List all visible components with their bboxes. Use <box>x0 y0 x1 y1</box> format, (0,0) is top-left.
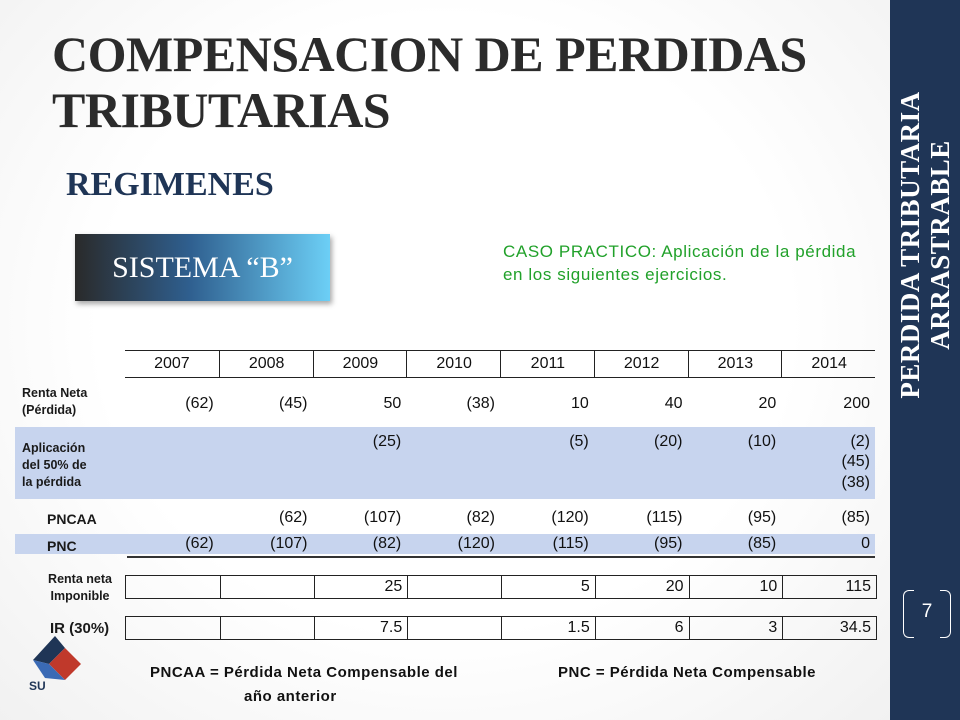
label-renta-imponible-line2: Imponible <box>50 589 110 603</box>
footnote-pncaa-line2: año anterior <box>244 688 337 705</box>
cell-renta-neta-2012: 40 <box>664 395 683 412</box>
year-header-2011: 2011 <box>500 351 595 377</box>
bracket-left <box>903 590 914 638</box>
footnote-pncaa-line1: PNCAA = Pérdida Neta Compensable del <box>150 664 458 681</box>
slide-background <box>0 0 890 720</box>
label-pncaa: PNCAA <box>47 511 97 527</box>
box-divider <box>407 576 409 598</box>
pnc-band <box>15 534 875 554</box>
cell-pncaa-2012: (115) <box>646 509 683 526</box>
cell-renta-imponible-2011: 5 <box>580 578 590 595</box>
bracket-right <box>940 590 951 638</box>
label-aplicacion: Aplicación del 50% de la pérdida <box>22 440 87 491</box>
box-divider <box>501 617 502 639</box>
label-renta-imponible: Renta neta Imponible <box>40 571 120 605</box>
cell-pncaa-2010: (82) <box>466 509 495 526</box>
year-header-2010: 2010 <box>406 351 501 377</box>
cell-renta-imponible-2013: 10 <box>759 578 778 595</box>
cell-pncaa-2013: (95) <box>747 509 777 526</box>
cell-pnc-2007: (62) <box>185 535 214 552</box>
cell-ir-2011: 1.5 <box>567 619 590 636</box>
cell-aplicacion-2013: (10) <box>747 433 777 450</box>
box-divider <box>313 576 315 598</box>
box-divider <box>219 617 221 639</box>
cell-aplicacion-2011: (5) <box>569 433 589 450</box>
aplicacion-band <box>15 427 875 499</box>
cell-pnc-2010: (120) <box>457 535 495 552</box>
sidebar <box>890 0 960 720</box>
cell-ir-2013: 3 <box>768 619 778 636</box>
year-header-2009: 2009 <box>312 351 408 377</box>
box-divider <box>501 576 502 598</box>
page-number: 7 <box>921 601 933 622</box>
box-divider <box>313 617 315 639</box>
cell-renta-imponible-2012: 20 <box>665 578 684 595</box>
cell-renta-neta-2011: 10 <box>570 395 589 412</box>
cell-pnc-2012: (95) <box>654 535 683 552</box>
cell-renta-neta-2009: 50 <box>383 395 402 412</box>
box-divider <box>782 617 784 639</box>
box-divider <box>407 617 409 639</box>
year-header-2013: 2013 <box>687 351 783 377</box>
sidebar-title: PERDIDA TRIBUTARIA ARRASTRABLE <box>895 91 955 398</box>
cell-aplicacion-2012: (20) <box>654 433 683 450</box>
pnc-divider <box>127 556 875 558</box>
year-header-2007: 2007 <box>154 355 190 372</box>
label-renta-neta-line2: (Pérdida) <box>22 403 77 417</box>
cell-renta-neta-2008: (45) <box>279 395 308 412</box>
sidebar-title-line1: PERDIDA TRIBUTARIA <box>895 91 925 399</box>
year-header-row: 2007 2008 2009 2010 2011 2012 2013 2014 <box>125 350 875 378</box>
cell-pnc-2013: (85) <box>747 535 777 552</box>
cell-ir-2014: 34.5 <box>839 619 871 636</box>
page-number-box: 7 <box>903 590 951 638</box>
slide-subtitle: REGIMENES <box>66 166 274 203</box>
label-aplicacion-line2: del 50% de <box>22 458 87 472</box>
box-divider <box>594 617 596 639</box>
label-aplicacion-line3: la pérdida <box>22 475 82 489</box>
label-aplicacion-line1: Aplicación <box>22 441 86 455</box>
cell-ir-2012: 6 <box>674 619 684 636</box>
cell-renta-neta-2010: (38) <box>466 395 495 412</box>
cell-pnc-2008: (107) <box>270 535 308 552</box>
year-header-2012: 2012 <box>593 351 689 377</box>
caso-practico-text: CASO PRACTICO: Aplicación de la pérdida … <box>503 242 857 284</box>
cell-pnc-2014: 0 <box>861 535 870 552</box>
cell-renta-imponible-2014: 115 <box>845 578 871 595</box>
cell-pncaa-2011: (120) <box>551 509 589 526</box>
box-divider <box>219 576 221 598</box>
box-divider <box>688 617 690 639</box>
label-renta-neta: Renta Neta (Pérdida) <box>22 385 87 419</box>
box-divider <box>688 576 690 598</box>
cell-pncaa-2009: (107) <box>363 509 402 526</box>
year-header-2008: 2008 <box>218 351 314 377</box>
cell-pnc-2011: (115) <box>552 535 589 552</box>
cell-aplicacion-2014: (2) <box>850 433 870 450</box>
box-divider <box>782 576 784 598</box>
cell-aplicacion-2009: (25) <box>372 433 402 450</box>
label-renta-neta-line1: Renta Neta <box>22 386 88 400</box>
footnote-pnc: PNC = Pérdida Neta Compensable <box>558 664 816 681</box>
sidebar-title-line2: ARRASTRABLE <box>925 140 955 350</box>
sistema-banner: SISTEMA “B” <box>75 234 330 301</box>
logo-text: SU <box>29 679 46 692</box>
cell-pnc-2009: (82) <box>372 535 402 552</box>
box-divider <box>594 576 596 598</box>
cell-pncaa-2014: (85) <box>841 509 870 526</box>
cell-renta-neta-2013: 20 <box>758 395 777 412</box>
cell-renta-neta-2007: (62) <box>185 395 214 412</box>
cell-aplicacion-2014-extra: (45) <box>841 453 870 470</box>
cell-renta-imponible-2009: 25 <box>384 578 403 595</box>
label-renta-imponible-line1: Renta neta <box>48 572 112 586</box>
cell-renta-neta-2014: 200 <box>843 395 870 412</box>
sunat-logo: SU <box>29 636 81 692</box>
label-ir: IR (30%) <box>50 620 110 637</box>
slide-title: COMPENSACION DE PERDIDAS TRIBUTARIAS <box>52 26 807 138</box>
year-header-2014: 2014 <box>781 351 876 377</box>
cell-pncaa-2008: (62) <box>279 509 308 526</box>
renta-imponible-box: 25 5 20 10 115 <box>125 575 877 599</box>
cell-aplicacion-2014-extra: (38) <box>841 474 870 491</box>
ir-box: 7.5 1.5 6 3 34.5 <box>125 616 877 640</box>
label-pnc: PNC <box>47 538 77 554</box>
cell-ir-2009: 7.5 <box>380 619 403 636</box>
